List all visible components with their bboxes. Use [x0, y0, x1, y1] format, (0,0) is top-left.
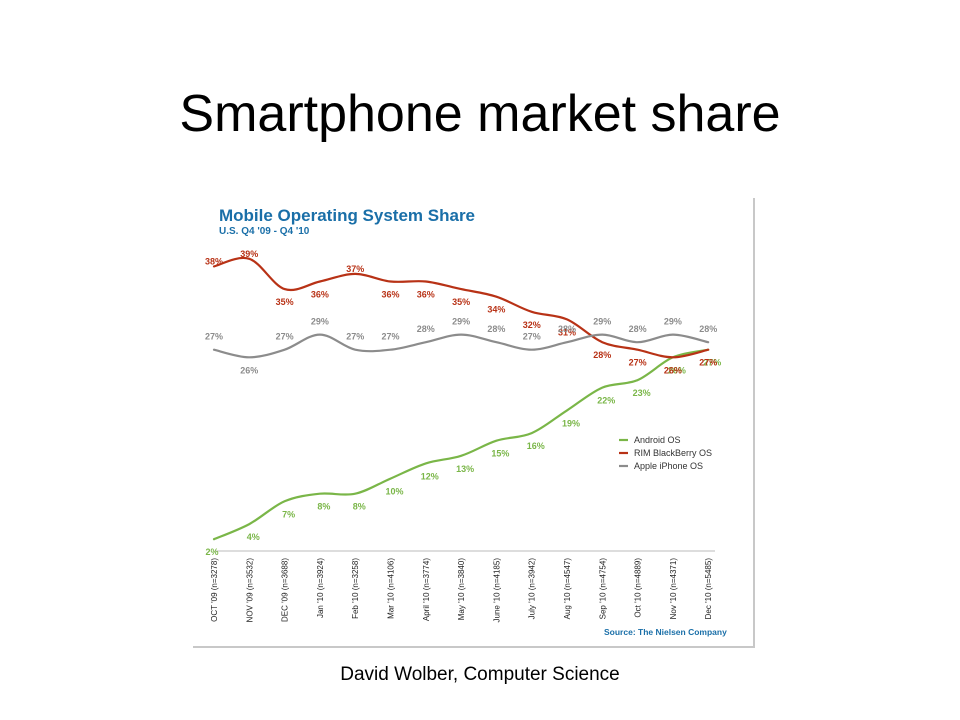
data-label-android-os: 2%: [205, 547, 218, 557]
legend: Android OS RIM BlackBerry OS Apple iPhone …: [619, 435, 712, 471]
data-label-rim-blackberry-os: 35%: [276, 297, 294, 307]
data-label-rim-blackberry-os: 35%: [452, 297, 470, 307]
data-label-apple-iphone-os: 29%: [452, 317, 470, 327]
data-label-rim-blackberry-os: 27%: [699, 358, 717, 368]
data-label-rim-blackberry-os: 34%: [487, 305, 505, 315]
chart-subtitle: U.S. Q4 '09 - Q4 '10: [219, 226, 310, 237]
data-label-android-os: 12%: [421, 471, 439, 481]
data-label-rim-blackberry-os: 36%: [417, 290, 435, 300]
legend-entry: Apple iPhone OS: [634, 461, 703, 471]
x-tick-label: Aug '10 (n=4547): [563, 558, 572, 620]
x-tick-label: Nov '10 (n=4371): [669, 558, 678, 620]
data-label-apple-iphone-os: 27%: [346, 332, 364, 342]
data-label-android-os: 8%: [353, 502, 366, 512]
data-label-android-os: 4%: [247, 532, 260, 542]
x-tick-label: Sep '10 (n=4754): [598, 558, 607, 620]
data-label-rim-blackberry-os: 36%: [381, 290, 399, 300]
x-tick-label: July '10 (n=3942): [528, 558, 537, 620]
data-label-apple-iphone-os: 27%: [276, 332, 294, 342]
data-label-android-os: 26%: [668, 365, 686, 375]
data-label-android-os: 7%: [282, 509, 295, 519]
data-label-apple-iphone-os: 29%: [311, 317, 329, 327]
chart-image: Mobile Operating System Share U.S. Q4 '0…: [193, 198, 755, 648]
data-label-apple-iphone-os: 27%: [523, 332, 541, 342]
x-tick-labels: OCT '09 (n=3278) NOV '09 (n=3532) DEC '09 …: [210, 558, 713, 623]
data-label-apple-iphone-os: 28%: [629, 324, 647, 334]
series-line-android-os: [212, 348, 710, 541]
series-lines: [212, 256, 710, 541]
data-label-apple-iphone-os: 28%: [699, 324, 717, 334]
legend-entry: RIM BlackBerry OS: [634, 448, 712, 458]
x-tick-label: NOV '09 (n=3532): [245, 558, 254, 623]
slide-footer: David Wolber, Computer Science: [340, 664, 620, 685]
data-label-rim-blackberry-os: 27%: [629, 358, 647, 368]
data-label-android-os: 23%: [633, 388, 651, 398]
data-label-apple-iphone-os: 26%: [240, 365, 258, 375]
legend-entry: Android OS: [634, 435, 681, 445]
market-share-chart: Mobile Operating System Share U.S. Q4 '0…: [205, 206, 727, 637]
x-tick-label: Mar '10 (n=4106): [387, 558, 396, 619]
data-label-apple-iphone-os: 29%: [593, 317, 611, 327]
data-label-rim-blackberry-os: 26%: [664, 365, 682, 375]
series-line-apple-iphone-os: [212, 333, 710, 359]
x-tick-label: June '10 (n=4185): [492, 558, 501, 623]
data-label-android-os: 16%: [527, 441, 545, 451]
x-tick-label: April '10 (n=3774): [422, 558, 431, 621]
data-label-android-os: 22%: [597, 396, 615, 406]
x-tick-label: DEC '09 (n=3688): [281, 558, 290, 622]
data-label-android-os: 10%: [385, 487, 403, 497]
data-label-apple-iphone-os: 28%: [558, 324, 576, 334]
x-tick-label: OCT '09 (n=3278): [210, 558, 219, 622]
data-label-android-os: 13%: [456, 464, 474, 474]
data-label-android-os: 8%: [317, 502, 330, 512]
source-note: Source: The Nielsen Company: [604, 627, 727, 637]
data-label-apple-iphone-os: 27%: [381, 332, 399, 342]
data-label-android-os: 19%: [562, 418, 580, 428]
data-label-rim-blackberry-os: 32%: [523, 320, 541, 330]
x-tick-label: Jan '10 (n=3924): [316, 558, 325, 618]
chart-title: Mobile Operating System Share: [219, 206, 475, 225]
data-labels: 2% 4% 7% 8% 8% 10% 12% 13% 15% 16% 19% 22% 23% 26% 27%…: [205, 249, 721, 557]
data-label-apple-iphone-os: 28%: [417, 324, 435, 334]
data-label-apple-iphone-os: 27%: [205, 332, 223, 342]
data-label-apple-iphone-os: 28%: [487, 324, 505, 334]
x-tick-label: May '10 (n=3840): [457, 558, 466, 621]
x-tick-label: Oct '10 (n=4889): [634, 558, 643, 618]
data-label-rim-blackberry-os: 37%: [346, 264, 364, 274]
series-line-rim-blackberry-os: [212, 256, 710, 359]
x-tick-label: Dec '10 (n=5485): [704, 558, 713, 620]
slide-title: Smartphone market share: [179, 85, 781, 143]
x-tick-label: Feb '10 (n=3258): [351, 558, 360, 619]
data-label-rim-blackberry-os: 28%: [593, 350, 611, 360]
data-label-android-os: 15%: [491, 449, 509, 459]
data-label-rim-blackberry-os: 36%: [311, 290, 329, 300]
data-label-rim-blackberry-os: 39%: [240, 249, 258, 259]
data-label-android-os: 27%: [703, 358, 721, 368]
data-label-apple-iphone-os: 29%: [664, 317, 682, 327]
data-label-rim-blackberry-os: 38%: [205, 256, 223, 266]
data-label-rim-blackberry-os: 31%: [558, 327, 576, 337]
